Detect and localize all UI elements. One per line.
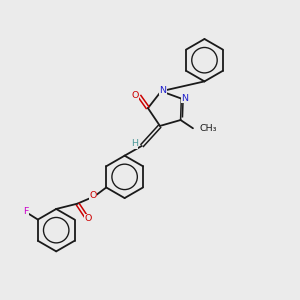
Text: N: N: [159, 85, 166, 94]
Text: N: N: [182, 94, 188, 103]
Text: O: O: [85, 214, 92, 224]
Text: O: O: [131, 91, 139, 100]
Text: O: O: [90, 191, 97, 200]
Text: CH₃: CH₃: [200, 124, 217, 133]
Text: F: F: [23, 207, 28, 216]
Text: H: H: [131, 140, 138, 148]
